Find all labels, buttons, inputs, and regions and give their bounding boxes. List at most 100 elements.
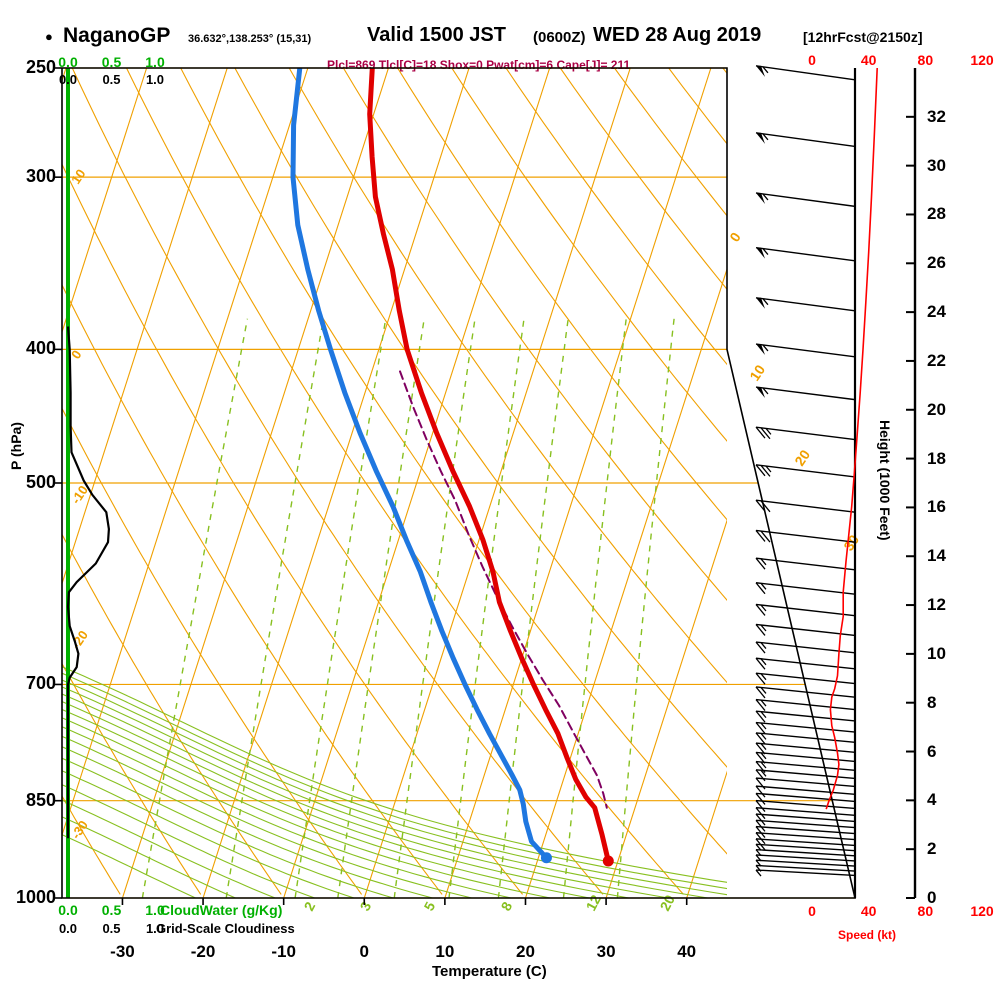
scale-tick-label: 0.0 — [58, 902, 78, 918]
height-tick-label: 26 — [927, 253, 946, 273]
valid-date: WED 28 Aug 2019 — [593, 24, 762, 46]
height-tick-label: 2 — [927, 839, 937, 859]
speed-tick-label: 80 — [917, 903, 934, 919]
speed-tick-label: 120 — [970, 903, 994, 919]
wind-barb — [755, 582, 856, 595]
scale-tick-label: 1.0 — [145, 54, 165, 70]
wind-barb — [755, 297, 856, 312]
wind-barb — [755, 65, 856, 81]
wind-barb — [755, 386, 856, 401]
temperature-trace — [367, 68, 611, 864]
adiabat-label: 20 — [791, 447, 813, 469]
wind-barb — [755, 819, 856, 832]
pressure-tick-labels: 250 300 400 500 700 850 1000 — [0, 0, 62, 1000]
pressure-tick-label: 1000 — [15, 887, 56, 907]
height-tick-label: 12 — [927, 595, 946, 615]
dewpoint-trace — [290, 68, 549, 861]
wind-barb — [755, 686, 856, 699]
wind-barb — [755, 464, 856, 478]
wind-barb — [755, 557, 856, 571]
pressure-tick-label: 700 — [25, 673, 56, 694]
temperature-tick-label: 20 — [516, 942, 535, 961]
height-tick-label: 16 — [927, 497, 946, 517]
temperature-tick-label: -10 — [271, 942, 296, 961]
wind-barb — [755, 192, 856, 208]
height-tick-label: 28 — [927, 204, 946, 224]
wind-barb — [755, 742, 856, 755]
wind-barb — [755, 426, 856, 441]
temperature-tick-label: 0 — [359, 942, 369, 961]
height-tick-label: 14 — [927, 546, 946, 566]
dewpoint-line — [290, 68, 549, 861]
scale-tick-label: 0.0 — [58, 72, 78, 87]
wind-speed-curve — [825, 67, 878, 810]
speed-axis-label: Speed (kt) — [838, 928, 897, 942]
wind-barb — [755, 832, 856, 845]
height-axis — [906, 68, 917, 899]
wind-barb — [755, 132, 856, 148]
speed-tick-label: 40 — [860, 52, 877, 68]
wind-barb — [755, 785, 856, 798]
adiabat-label: 10 — [746, 362, 768, 384]
scale-tick-label: 0.5 — [102, 921, 121, 936]
scale-tick-label: 1.0 — [145, 921, 165, 936]
wind-barb — [755, 813, 856, 826]
wind-barb-column — [755, 65, 856, 877]
wind-barb — [755, 529, 856, 543]
mixing-ratio-lines — [141, 318, 675, 898]
height-tick-label: 32 — [927, 106, 946, 126]
scale-tick-label: 1.0 — [145, 72, 165, 87]
wind-barb — [755, 732, 856, 745]
station-marker-icon: ● — [45, 29, 53, 44]
height-tick-label: 0 — [927, 888, 937, 907]
header: ● NaganoGP 36.632°,138.253° (15,31) Vali… — [0, 24, 1000, 52]
adiabat-label: 30 — [840, 532, 862, 554]
temperature-tickmarks — [121, 898, 688, 905]
valid-time: Valid 1500 JST — [367, 24, 506, 46]
speed-tick-label: 40 — [860, 903, 877, 919]
wind-barb — [755, 246, 856, 262]
valid-utc: (0600Z) — [533, 29, 586, 46]
temperature-line — [367, 68, 611, 864]
wind-barb — [755, 792, 856, 805]
dewpoint-surface-dot — [540, 852, 552, 864]
speed-tick-label: 80 — [917, 52, 934, 68]
adiabat-label: 10 — [68, 166, 89, 186]
height-tick-label: 8 — [927, 692, 937, 712]
temperature-tick-label: 30 — [596, 942, 616, 961]
wind-barb — [755, 698, 856, 711]
scale-tick-label: 0.5 — [101, 54, 122, 70]
cloudiness-axis-label: Grid-Scale Cloudiness — [156, 921, 295, 936]
height-tick-label: 30 — [927, 155, 946, 175]
temperature-tick-label: -20 — [190, 942, 216, 961]
wind-barb — [755, 623, 856, 637]
scale-tick-label: 0.0 — [58, 54, 78, 70]
wind-barb — [755, 603, 856, 617]
height-tick-label: 24 — [927, 302, 946, 322]
scale-tick-label: 0.5 — [102, 72, 121, 87]
height-tick-label: 20 — [927, 399, 946, 419]
height-tick-label: 4 — [927, 790, 937, 810]
parcel-trace — [399, 370, 608, 809]
temperature-surface-dot — [602, 855, 614, 867]
speed-tick-label: 0 — [808, 903, 816, 919]
scale-tick-label: 1.0 — [145, 902, 165, 918]
cloudwater-axis-label: CloudWater (g/Kg) — [160, 902, 283, 918]
temperature-tick-label: -30 — [110, 942, 135, 961]
wind-barb — [755, 343, 856, 358]
scale-tick-label: 0.0 — [58, 921, 78, 936]
height-tick-label: 18 — [927, 448, 946, 468]
wind-barb — [755, 710, 856, 723]
temperature-axis-label: Temperature (C) — [432, 963, 547, 980]
pressure-tick-label: 850 — [25, 789, 56, 810]
wind-barb — [755, 721, 856, 734]
dry-adiabat-lines — [62, 68, 727, 895]
station-name: NaganoGP — [63, 24, 171, 47]
temperature-tick-label: 10 — [435, 942, 455, 961]
height-tick-label: 22 — [927, 350, 946, 370]
